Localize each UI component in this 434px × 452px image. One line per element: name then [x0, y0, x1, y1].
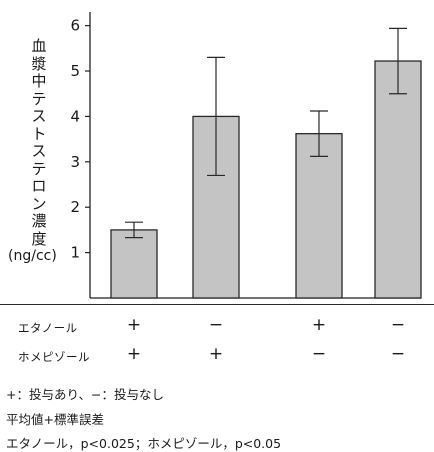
y-axis-label-char: ロ: [31, 177, 47, 195]
y-tick-label: 1: [70, 244, 80, 262]
treatment-mark: −: [208, 315, 224, 335]
y-tick-label: 3: [70, 153, 80, 171]
y-axis-label-char: 漿: [31, 54, 47, 73]
y-axis-unit: (ng/cc): [8, 248, 57, 264]
y-axis-label-char: ス: [31, 107, 47, 125]
treatment-mark: +: [208, 344, 224, 364]
footnote-legend: +：投与あり、−：投与なし: [6, 387, 164, 402]
treatment-mark: −: [390, 344, 406, 364]
y-axis-label-char: 度: [31, 229, 47, 248]
treatment-mark: −: [390, 315, 406, 335]
y-axis-label-char: 中: [31, 72, 47, 90]
treatment-mark: −: [311, 344, 327, 364]
y-axis-label-char: ン: [31, 194, 47, 213]
y-tick-label: 2: [70, 198, 80, 216]
row-label-ethanol: エタノール: [18, 321, 78, 335]
bar: [295, 133, 343, 299]
y-tick-label: 5: [70, 62, 80, 80]
table-divider: [0, 304, 434, 305]
y-axis-label: 血漿中テストステロン濃度: [26, 37, 52, 248]
y-axis-label-char: ト: [31, 124, 47, 143]
row-label-fomepizole: ホメピゾール: [18, 350, 90, 364]
footnote-stat-note: 平均値+標準誤差: [6, 412, 104, 427]
treatment-mark: +: [126, 315, 142, 335]
y-tick-label: 6: [70, 17, 80, 35]
footnote-pvalues: エタノール，p<0.025；ホメピゾール，p<0.05: [6, 436, 282, 451]
y-axis-label-char: 濃: [31, 212, 47, 230]
bar-chart: 1 2 3 4 5 6: [70, 12, 422, 299]
y-tick-label: 4: [70, 107, 80, 125]
bar: [374, 60, 422, 299]
bar: [110, 229, 158, 299]
treatment-mark: +: [126, 344, 142, 364]
y-axis-label-char: ス: [31, 142, 47, 160]
y-axis-label-char: テ: [31, 89, 47, 108]
y-axis-label-char: 血: [31, 37, 47, 55]
y-axis-label-char: テ: [31, 159, 47, 178]
treatment-mark: +: [311, 315, 327, 335]
